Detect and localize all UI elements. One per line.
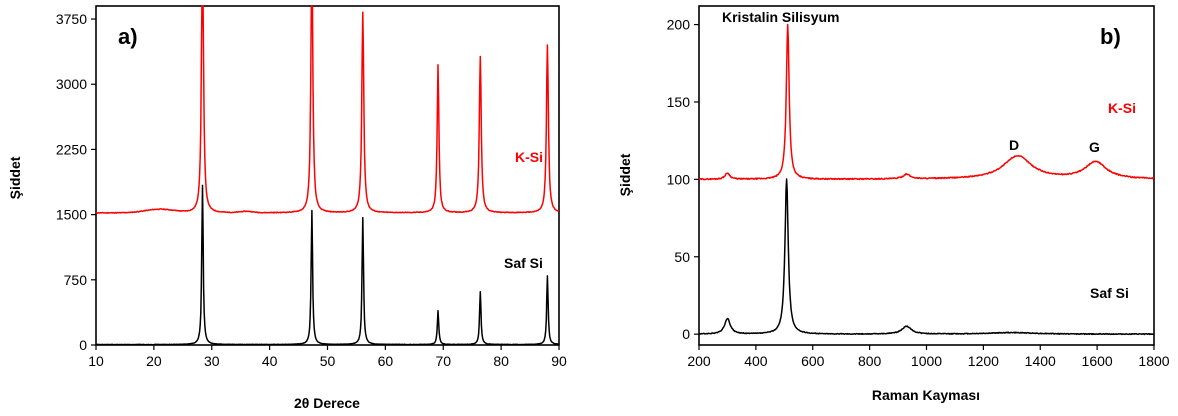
y-tick-label: 750 (64, 272, 88, 288)
panel-label: a) (118, 24, 138, 49)
y-tick-label: 100 (667, 171, 691, 187)
x-tick-label: 20 (146, 353, 162, 369)
y-tick-label: 2250 (56, 141, 87, 157)
series-line-saf-si (95, 184, 560, 346)
x-tick-label: 1400 (1025, 353, 1056, 369)
x-tick-label: 1800 (1138, 353, 1169, 369)
x-tick-label: 200 (687, 353, 711, 369)
xrd-chart-panel: 10 20 30 40 50 60 70 80 90 07501500225030003750 … (7, 5, 567, 411)
x-tick-label: 80 (493, 353, 509, 369)
x-tick-label: 70 (435, 353, 451, 369)
x-tick-label: 800 (858, 353, 882, 369)
y-tick-label: 0 (79, 337, 87, 353)
x-tick-label: 90 (551, 353, 567, 369)
series-layer (95, 5, 560, 346)
x-tick-label: 30 (204, 353, 220, 369)
x-tick-label: 1600 (1082, 353, 1113, 369)
panel-label: b) (1100, 24, 1121, 49)
series-layer (698, 23, 1155, 336)
plot-frame (698, 5, 1155, 346)
plot-frame (95, 5, 560, 346)
raman-chart-panel: 200 400 600 800 1000 1200 1400 1600 1800 0 50 100 1… (617, 5, 1170, 403)
y-axis-title: Şiddet (7, 156, 23, 199)
y-tick-label: 1500 (56, 207, 87, 223)
x-tick-label: 400 (744, 353, 768, 369)
series-label-saf-si: Saf Si (504, 255, 543, 271)
annotation-d-band: D (1009, 137, 1019, 153)
y-axis-title: Şiddet (617, 153, 633, 196)
x-tick-label: 40 (262, 353, 278, 369)
y-tick-label: 3750 (56, 11, 87, 27)
x-tick-label: 600 (801, 353, 825, 369)
series-line-k-si (95, 5, 560, 214)
x-axis-ticks: 10 20 30 40 50 60 70 80 90 (88, 345, 567, 369)
x-tick-label: 1000 (911, 353, 942, 369)
x-axis-title: Raman Kayması (872, 387, 980, 403)
y-tick-label: 50 (674, 249, 690, 265)
x-tick-label: 1200 (968, 353, 999, 369)
annotation-g-band: G (1089, 139, 1100, 155)
series-label-k-si: K-Si (1108, 100, 1136, 116)
y-tick-label: 3000 (56, 76, 87, 92)
y-tick-label: 0 (682, 326, 690, 342)
y-tick-label: 200 (667, 17, 691, 33)
x-tick-label: 50 (320, 353, 336, 369)
series-line-saf-si (698, 178, 1155, 336)
annotation-kristalin-silisyum: Kristalin Silisyum (722, 9, 839, 25)
y-axis-ticks: 0 750 1500 2250 3000 3750 (56, 11, 96, 353)
x-axis-ticks: 200 400 600 800 1000 1200 1400 1600 1800 (687, 345, 1170, 369)
x-tick-label: 60 (378, 353, 394, 369)
y-tick-label: 150 (667, 94, 691, 110)
series-line-k-si (698, 23, 1155, 181)
series-label-saf-si: Saf Si (1090, 285, 1129, 301)
series-label-k-si: K-Si (515, 149, 543, 165)
y-axis-ticks: 0 50 100 150 200 (667, 17, 699, 342)
x-axis-title: 2θ Derece (294, 395, 360, 411)
x-tick-label: 10 (88, 353, 104, 369)
